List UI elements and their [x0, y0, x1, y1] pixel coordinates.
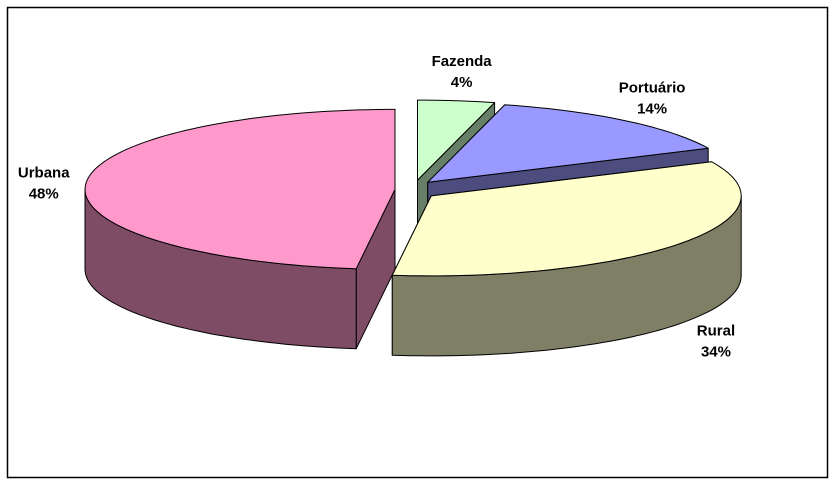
slice-label: Portuário [619, 80, 686, 97]
slice-value-label: 48% [29, 185, 59, 202]
slice-value-label: 34% [701, 344, 731, 361]
slice [391, 161, 742, 277]
slice-label: Rural [697, 323, 735, 340]
slice-label: Urbana [18, 164, 70, 181]
slice-value-label: 14% [637, 101, 667, 118]
slice [84, 108, 396, 270]
slice [417, 99, 496, 181]
slice [427, 104, 709, 183]
slice-label: Fazenda [432, 53, 493, 70]
slice-value-label: 4% [451, 74, 473, 91]
